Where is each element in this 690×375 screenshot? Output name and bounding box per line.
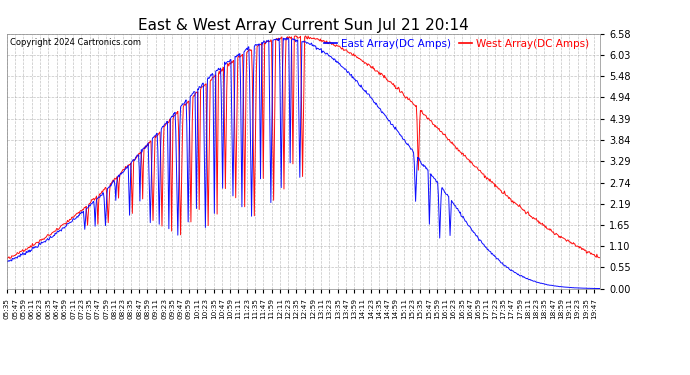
Legend: East Array(DC Amps), West Array(DC Amps): East Array(DC Amps), West Array(DC Amps) — [324, 39, 589, 49]
Text: Copyright 2024 Cartronics.com: Copyright 2024 Cartronics.com — [10, 38, 141, 46]
Title: East & West Array Current Sun Jul 21 20:14: East & West Array Current Sun Jul 21 20:… — [138, 18, 469, 33]
